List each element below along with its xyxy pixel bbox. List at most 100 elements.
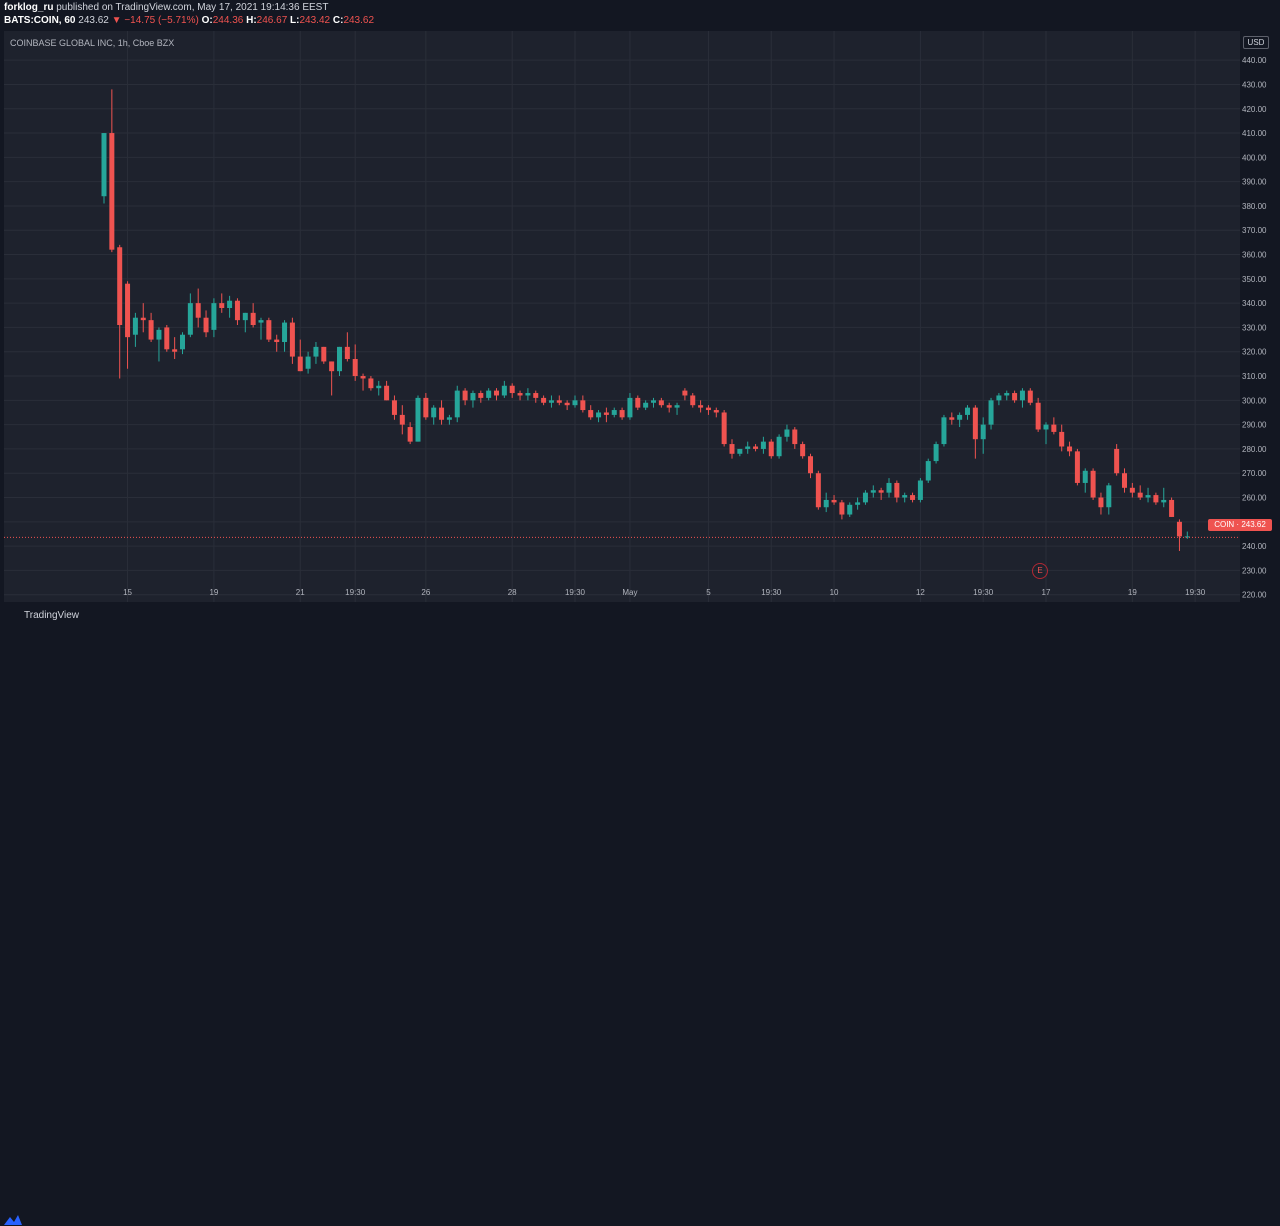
candle-body: [399, 414, 405, 425]
candle-body: [132, 317, 138, 335]
candle-body: [823, 499, 829, 508]
candle-body: [753, 446, 759, 449]
candle-body: [933, 444, 939, 462]
candle-body: [509, 385, 515, 394]
candlestick-chart[interactable]: 440.00 430.00 420.00 410.00 400.00 390.00 380.…: [0, 0, 1280, 628]
candle-body: [195, 303, 201, 318]
candle-body: [1153, 495, 1159, 503]
earnings-marker[interactable]: E: [1032, 563, 1048, 579]
candle-body: [1012, 393, 1018, 401]
candle-body: [250, 312, 256, 326]
candle-body: [792, 429, 798, 445]
y-tick-label: 350.00: [1242, 275, 1267, 284]
candle-body: [949, 417, 955, 420]
candle-body: [344, 346, 350, 360]
y-tick-label: 290.00: [1242, 421, 1267, 430]
candle-body: [643, 402, 649, 408]
candle-body: [996, 395, 1002, 401]
y-tick-label: 400.00: [1242, 153, 1267, 162]
candles: [101, 89, 1190, 551]
candle-body: [627, 397, 633, 418]
candle-body: [917, 480, 923, 500]
candle-body: [745, 446, 751, 449]
y-tick-label: 260.00: [1242, 494, 1267, 503]
candle-body: [478, 393, 484, 398]
candle-body: [941, 417, 947, 445]
candle-body: [831, 499, 837, 503]
y-tick-label: 270.00: [1242, 469, 1267, 478]
x-tick-label: 15: [123, 588, 132, 597]
candle-body: [784, 429, 790, 437]
candle-body: [855, 502, 861, 505]
chart-header: forklog_ru published on TradingView.com,…: [0, 0, 1280, 30]
candle-body: [564, 402, 570, 406]
y-tick-label: 220.00: [1242, 591, 1267, 600]
y-tick-label: 380.00: [1242, 202, 1267, 211]
chart-pane[interactable]: [4, 31, 1240, 602]
candle-body: [541, 397, 547, 403]
candle-body: [274, 339, 280, 343]
candle-body: [619, 410, 625, 418]
candle-body: [760, 441, 766, 449]
y-tick-label: 360.00: [1242, 251, 1267, 260]
x-tick-label: 10: [830, 588, 839, 597]
candle-body: [407, 427, 413, 442]
author-name[interactable]: forklog_ru: [4, 2, 54, 13]
candle-body: [1129, 487, 1135, 493]
currency-button[interactable]: USD: [1243, 36, 1269, 49]
y-tick-label: 410.00: [1242, 129, 1267, 138]
price-change: ▼ −14.75 (−5.71%): [111, 15, 199, 26]
y-tick-label: 320.00: [1242, 348, 1267, 357]
x-tick-label: 19:30: [345, 588, 366, 597]
y-tick-label: 330.00: [1242, 323, 1267, 332]
x-tick-label: 19:30: [973, 588, 994, 597]
close-value: 243.62: [343, 15, 375, 26]
candle-body: [682, 390, 688, 396]
y-tick-label: 420.00: [1242, 105, 1267, 114]
candle-body: [360, 376, 366, 379]
candle-body: [187, 303, 193, 335]
candle-body: [603, 412, 609, 415]
candle-body: [289, 322, 295, 357]
publish-line: forklog_ru published on TradingView.com,…: [4, 2, 328, 13]
brand-name[interactable]: TradingView: [24, 610, 80, 621]
candle-body: [234, 300, 240, 321]
candle-body: [776, 436, 782, 457]
last-price: 243.62: [78, 15, 109, 26]
candle-body: [470, 393, 476, 401]
candle-body: [1090, 470, 1096, 498]
y-axis-ticks: 440.00 430.00 420.00 410.00 400.00 390.00 380.…: [1242, 56, 1267, 600]
candle-body: [862, 492, 868, 503]
candle-body: [972, 407, 978, 440]
candle-body: [815, 473, 821, 508]
candle-body: [1082, 470, 1088, 483]
footer-bar: [0, 604, 1280, 1225]
candle-body: [878, 490, 884, 493]
x-tick-label: 26: [421, 588, 430, 597]
candle-body: [1161, 499, 1167, 503]
candle-body: [384, 385, 390, 401]
candle-body: [1098, 497, 1104, 508]
candle-body: [847, 504, 853, 515]
candle-body: [1074, 451, 1080, 483]
candle-body: [721, 412, 727, 445]
candle-body: [203, 317, 209, 333]
candle-body: [180, 334, 185, 350]
candle-body: [227, 300, 233, 308]
x-tick-label: 19:30: [761, 588, 782, 597]
candle-body: [910, 495, 916, 500]
candle-body: [980, 424, 986, 440]
open-value: 244.36: [212, 15, 244, 26]
candle-body: [1184, 536, 1190, 538]
candle-body: [140, 317, 146, 321]
candle-body: [1019, 390, 1025, 401]
candle-body: [698, 405, 704, 408]
candle-body: [258, 320, 264, 323]
candle-body: [462, 390, 468, 401]
candle-body: [517, 393, 523, 396]
candle-body: [839, 502, 845, 515]
x-tick-label: May: [622, 588, 637, 597]
candle-body: [902, 495, 908, 498]
x-axis-ticks: 15 19 21 19:30 26 28 19:30 May 5 19:30 10 12 19:30 17…: [123, 588, 1206, 597]
candle-body: [525, 393, 531, 396]
